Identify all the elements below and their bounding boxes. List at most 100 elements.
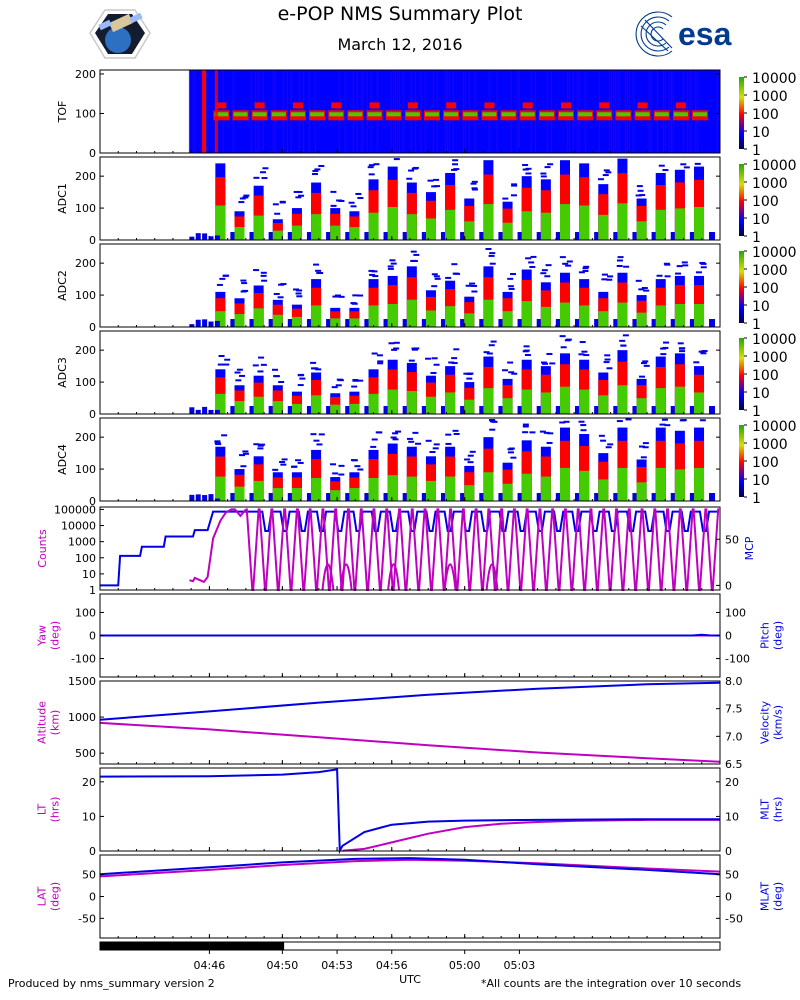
- spectro-speck: [451, 263, 458, 266]
- spectro-column-core: [598, 395, 609, 414]
- series-hump: [339, 563, 353, 591]
- spectro-speck: [639, 375, 646, 378]
- spectro-speck: [488, 254, 495, 257]
- spectro-blip: [498, 406, 505, 414]
- spectro-column-core: [694, 467, 705, 501]
- spectro-speck: [700, 352, 707, 355]
- spectro-blip: [670, 493, 677, 501]
- spectro-column-core: [617, 203, 628, 240]
- spectro-speck: [578, 420, 585, 423]
- spectro-speck: [483, 351, 490, 354]
- axis-label-line: LAT: [36, 886, 49, 906]
- tof-upper-band: [484, 102, 495, 109]
- spectro-speck: [433, 443, 440, 446]
- y-tick-label: 100: [75, 463, 96, 476]
- spectro-speck: [338, 199, 345, 202]
- spectro-blip: [632, 493, 639, 501]
- spectro-speck: [280, 283, 287, 286]
- spectro-early: [214, 320, 220, 327]
- spectro-speck: [260, 274, 267, 277]
- spectro-speck: [433, 363, 440, 366]
- tof-band-core: [520, 112, 535, 117]
- spectro-blip: [383, 232, 390, 240]
- spectro-speck: [393, 158, 400, 161]
- spectro-blip: [594, 319, 601, 327]
- spectro-speck: [274, 212, 281, 215]
- axis-label-line: ADC4: [56, 444, 69, 475]
- panel-ylabel-right: MLT (hrs): [759, 797, 785, 823]
- y-tick-label-right: 0: [725, 579, 732, 592]
- spectro-column-core: [521, 211, 532, 240]
- spectro-blip: [287, 319, 294, 327]
- tof-upper-band: [599, 102, 610, 109]
- spectro-speck: [700, 266, 707, 269]
- spectro-column-core: [291, 225, 302, 240]
- spectro-column-core: [540, 392, 551, 414]
- spectro-speck: [676, 265, 683, 268]
- time-axis: 04:46 04:50 04:53 04:56 05:00 05:03 UTC: [99, 941, 721, 986]
- spectro-column-core: [502, 222, 513, 240]
- spectro-speck: [453, 168, 460, 171]
- spectro-blip: [594, 232, 601, 240]
- spectro-speck: [635, 279, 642, 282]
- spectro-speck: [318, 433, 325, 436]
- axis-label-line: Yaw: [36, 625, 49, 647]
- spectro-column-core: [311, 214, 322, 240]
- spectro-speck: [406, 437, 413, 440]
- tof-band-core: [444, 112, 459, 117]
- colorbar-tick-label: 10: [752, 299, 770, 315]
- spectro-early: [189, 236, 195, 240]
- spectro-blip: [383, 319, 390, 327]
- spectro-speck: [296, 289, 303, 292]
- spectro-blip: [402, 319, 409, 327]
- spectro-column-core: [579, 205, 590, 240]
- spectro-speck: [297, 461, 304, 464]
- tof-upper-band: [522, 102, 533, 109]
- tof-band-core: [616, 112, 631, 117]
- y-tick-label: 0: [89, 234, 96, 247]
- spectro-speck: [431, 357, 438, 360]
- y-tick-label-right: 6.5: [725, 758, 743, 771]
- y-tick-label: 0: [89, 147, 96, 160]
- y-tick-label-right: 50: [725, 533, 739, 546]
- spectro-speck: [430, 371, 437, 374]
- spectro-speck: [312, 169, 319, 172]
- spectro-speck: [445, 276, 452, 279]
- spectro-speck: [260, 271, 267, 274]
- spectro-speck: [295, 459, 302, 462]
- colorbar-tick-label: 1: [752, 404, 761, 420]
- spectro-speck: [693, 361, 700, 364]
- spectro-speck: [510, 273, 517, 276]
- spectro-blip: [364, 493, 371, 501]
- spectro-speck: [664, 424, 671, 427]
- spectro-speck: [313, 263, 320, 266]
- spectro-speck: [507, 451, 514, 454]
- spectro-column-core: [674, 469, 685, 501]
- panel-ylabel-left: Counts: [36, 529, 49, 568]
- spectro-speck: [606, 278, 613, 281]
- panel-ylabel: ADC4: [56, 444, 69, 475]
- spectro-speck: [367, 166, 374, 169]
- spectro-speck: [541, 269, 548, 272]
- spectro-column-core: [272, 314, 283, 327]
- spectro-column-core: [253, 480, 264, 501]
- y-tick-label: 0: [89, 321, 96, 334]
- spectro-speck: [616, 264, 623, 267]
- spectro-speck: [679, 347, 686, 350]
- spectro-speck: [433, 178, 440, 181]
- spectro-blip: [632, 319, 639, 327]
- spectro-speck: [582, 270, 589, 273]
- panel-ylabel: ADC1: [56, 183, 69, 214]
- spectro-column-core: [521, 301, 532, 327]
- y-tick-label-right: 0: [725, 630, 732, 643]
- spectro-speck: [427, 179, 434, 182]
- spectro-speck: [485, 247, 492, 250]
- spectro-early: [189, 494, 195, 501]
- spectro-speck: [445, 433, 452, 436]
- spectro-speck: [293, 190, 300, 193]
- spectro-speck: [389, 259, 396, 262]
- spectro-speck: [218, 354, 225, 357]
- spectro-blip: [689, 406, 696, 414]
- spectro-column-core: [636, 312, 647, 327]
- spectro-speck: [580, 424, 587, 427]
